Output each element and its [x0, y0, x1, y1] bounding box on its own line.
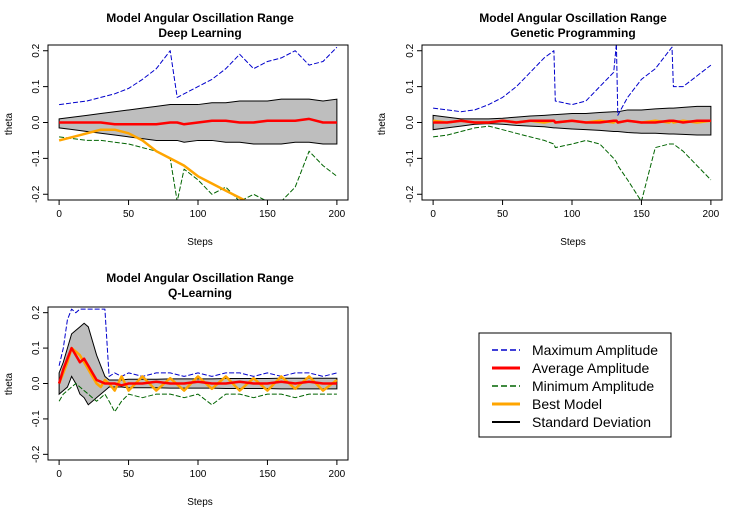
y-axis-label: theta	[4, 372, 15, 395]
y-tick-label: 0.1	[31, 341, 42, 355]
series-maximum-amplitude	[433, 45, 712, 116]
y-tick-label: -0.2	[405, 185, 416, 203]
y-axis-label: theta	[377, 112, 388, 135]
series-average-amplitude	[59, 117, 337, 126]
legend-item: Maximum Amplitude	[492, 342, 658, 358]
x-tick-label: 100	[190, 209, 207, 220]
x-tick-label: 50	[123, 469, 135, 480]
chart-title: Model Angular Oscillation Range	[479, 11, 667, 25]
y-tick-label: 0.2	[405, 43, 416, 57]
x-tick-label: 50	[497, 209, 509, 220]
chart-title: Model Angular Oscillation Range	[106, 271, 294, 285]
series-minimum-amplitude	[58, 383, 337, 413]
y-axis-label: theta	[4, 112, 15, 135]
x-tick-label: 100	[190, 469, 207, 480]
legend-item: Minimum Amplitude	[492, 378, 654, 394]
x-tick-label: 150	[633, 209, 650, 220]
chart-subtitle: Deep Learning	[158, 26, 241, 40]
legend-item: Average Amplitude	[492, 360, 649, 376]
x-tick-label: 0	[430, 209, 436, 220]
series-maximum-amplitude	[58, 308, 338, 377]
y-tick-label: 0.0	[31, 376, 42, 390]
x-tick-label: 200	[329, 209, 346, 220]
y-tick-label: 0.0	[405, 115, 416, 129]
y-tick-label: -0.2	[31, 185, 42, 203]
legend-label: Best Model	[532, 396, 602, 412]
legend-label: Minimum Amplitude	[532, 378, 654, 394]
y-tick-label: -0.1	[31, 149, 42, 167]
y-tick-label: 0.2	[31, 305, 42, 319]
x-tick-label: 150	[259, 209, 276, 220]
plot-area	[57, 308, 338, 413]
legend-label: Maximum Amplitude	[532, 342, 658, 358]
y-tick-label: -0.1	[31, 410, 42, 428]
x-tick-label: 0	[56, 469, 62, 480]
legend-item: Standard Deviation	[492, 414, 651, 430]
x-axis-label: Steps	[187, 497, 213, 508]
series-maximum-amplitude	[59, 46, 338, 106]
panel-deep-learning: Model Angular Oscillation Range Deep Lea…	[4, 11, 349, 248]
y-tick-label: 0.1	[31, 79, 42, 93]
y-tick-label: 0.0	[31, 115, 42, 129]
series-best-model	[57, 346, 338, 392]
x-tick-label: 0	[56, 209, 62, 220]
chart-subtitle: Q-Learning	[168, 286, 232, 300]
x-tick-label: 200	[703, 209, 720, 220]
y-tick-label: 0.2	[31, 43, 42, 57]
chart-subtitle: Genetic Programming	[510, 26, 635, 40]
series-average-amplitude	[57, 346, 337, 387]
x-axis-label: Steps	[187, 237, 213, 248]
x-axis-label: Steps	[560, 237, 586, 248]
std-deviation-band	[58, 322, 338, 406]
legend-label: Average Amplitude	[532, 360, 649, 376]
panel-genetic-programming: Model Angular Oscillation Range Genetic …	[377, 11, 723, 248]
legend-item: Best Model	[492, 396, 602, 412]
series-minimum-amplitude	[59, 136, 338, 200]
series-minimum-amplitude	[433, 125, 712, 200]
plot-area	[432, 45, 712, 200]
series-average-amplitude	[433, 119, 711, 124]
y-tick-label: -0.1	[405, 149, 416, 167]
y-tick-label: -0.2	[31, 445, 42, 463]
plot-area	[58, 46, 338, 200]
legend: Maximum Amplitude Average Amplitude Minimu…	[478, 332, 672, 438]
x-tick-label: 150	[259, 469, 276, 480]
x-tick-label: 200	[329, 469, 346, 480]
series-best-model	[58, 128, 247, 200]
x-tick-label: 50	[123, 209, 135, 220]
panel-q-learning: Model Angular Oscillation Range Q-Learni…	[4, 271, 349, 508]
y-tick-label: 0.1	[405, 79, 416, 93]
chart-title: Model Angular Oscillation Range	[106, 11, 294, 25]
x-tick-label: 100	[564, 209, 581, 220]
legend-label: Standard Deviation	[532, 414, 651, 430]
